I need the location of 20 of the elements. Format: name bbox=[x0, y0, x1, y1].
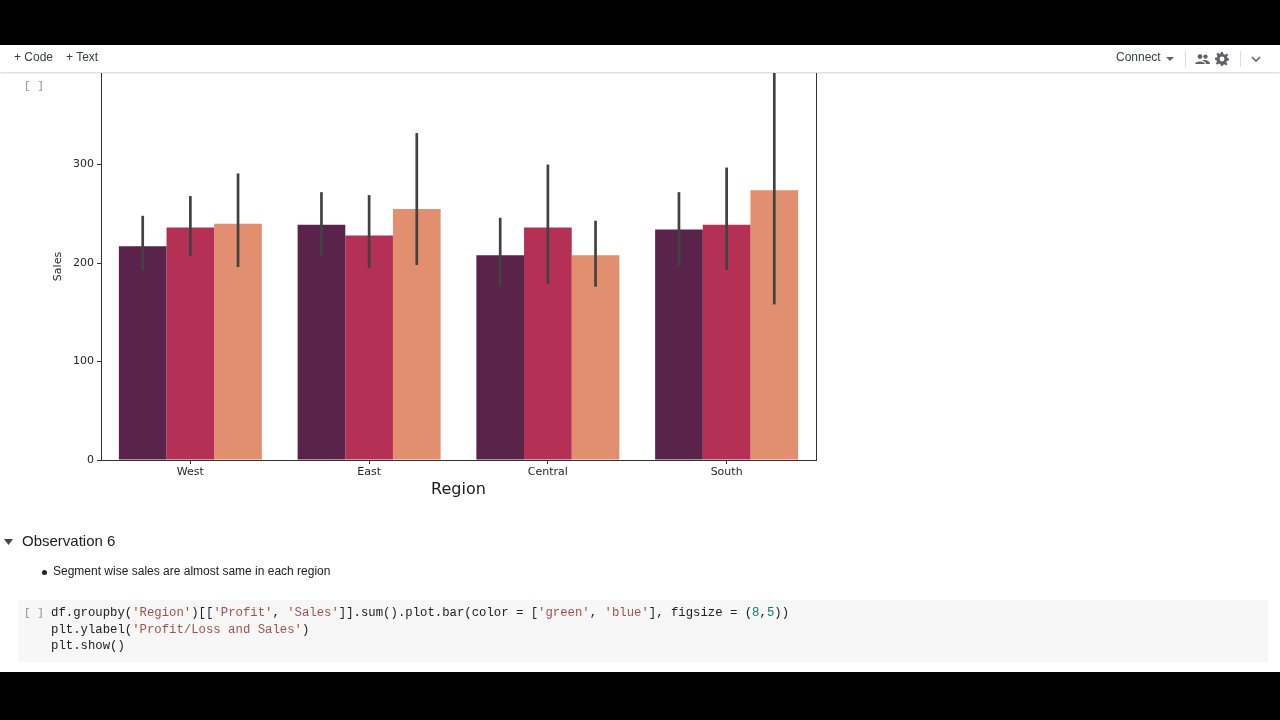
text: Connect bbox=[1116, 50, 1161, 65]
text: plt.show() bbox=[51, 639, 125, 653]
x-tick-label: West bbox=[176, 465, 205, 479]
y-tick-label: 300 bbox=[73, 157, 94, 171]
x-tick-label: South bbox=[710, 465, 743, 479]
text: Segment wise sales are almost same in each region bbox=[53, 564, 331, 579]
text: [ ] bbox=[24, 606, 44, 621]
y-tick-label: 200 bbox=[73, 255, 94, 269]
text: Observation 6 bbox=[22, 532, 116, 549]
y-tick-label: 100 bbox=[73, 354, 94, 368]
text: [ ] bbox=[24, 79, 44, 94]
y-axis-title: Sales bbox=[51, 251, 65, 282]
text: + Text bbox=[66, 50, 99, 65]
x-axis-title: Region bbox=[431, 478, 486, 498]
text: df.groupby('Region')[['Profit', 'Sales']].sum().plot.bar(color = ['green', 'blue'], figsize = (8,5)) bbox=[51, 606, 790, 620]
y-tick-label: 0 bbox=[87, 452, 94, 466]
text: plt.ylabel('Profit/Loss and Sales') bbox=[51, 623, 310, 637]
text: + Code bbox=[14, 50, 54, 65]
x-tick-label: East bbox=[357, 465, 382, 479]
x-tick-label: Central bbox=[527, 465, 568, 479]
